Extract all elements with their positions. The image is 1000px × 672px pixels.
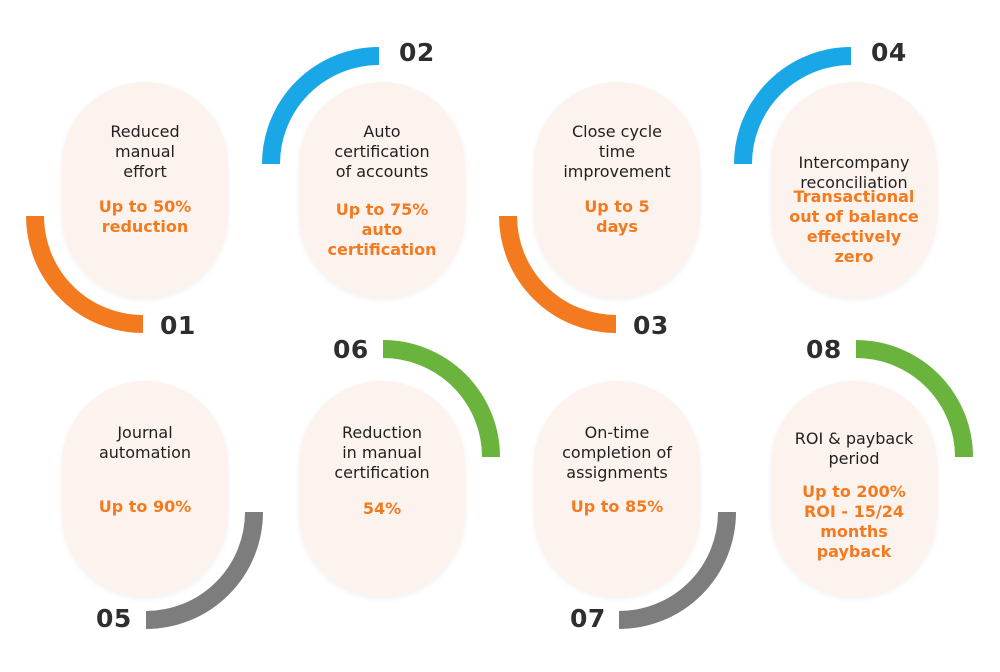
- card-value: Up to 75% auto certification: [327, 200, 437, 259]
- arc-08: [855, 340, 973, 458]
- card-value: Up to 90%: [98, 497, 192, 516]
- card-title: Intercompany reconciliation: [798, 153, 910, 192]
- card-title: Close cycle time improvement: [563, 122, 671, 181]
- card-07: On-time completion of assignments Up to …: [534, 381, 700, 597]
- arc-04: [734, 47, 852, 165]
- card-04: Intercompany reconciliation Transactiona…: [771, 82, 937, 298]
- card-08: ROI & payback period Up to 200% ROI - 15…: [771, 381, 937, 597]
- card-title: Journal automation: [98, 423, 192, 462]
- card-title: On-time completion of assignments: [562, 423, 672, 482]
- card-06: Reduction in manual certification 54%: [299, 381, 465, 597]
- card-value: Transactional out of balance effectively…: [789, 187, 919, 266]
- card-03: Close cycle time improvement Up to 5 day…: [534, 82, 700, 298]
- step-number: 06: [333, 335, 369, 364]
- card-value: Up to 200% ROI - 15/24 months payback: [802, 482, 906, 561]
- step-number: 07: [570, 604, 606, 633]
- arc-06: [382, 340, 500, 458]
- step-number: 01: [160, 311, 196, 340]
- card-01: Reduced manual effort Up to 50% reductio…: [62, 82, 228, 298]
- card-title: Reduced manual effort: [110, 122, 180, 181]
- card-value: 54%: [362, 499, 402, 518]
- arc-01: [26, 215, 144, 333]
- card-02: Auto certification of accounts Up to 75%…: [299, 82, 465, 298]
- card-title: ROI & payback period: [794, 429, 914, 468]
- card-value: Up to 50% reduction: [98, 197, 192, 236]
- card-value: Up to 85%: [570, 497, 664, 516]
- card-value: Up to 5 days: [584, 197, 650, 236]
- step-number: 03: [633, 311, 669, 340]
- arc-02: [262, 47, 380, 165]
- arc-07: [618, 511, 736, 629]
- step-number: 05: [96, 604, 132, 633]
- arc-03: [499, 215, 617, 333]
- card-title: Reduction in manual certification: [334, 423, 430, 482]
- arc-05: [145, 511, 263, 629]
- card-title: Auto certification of accounts: [334, 122, 430, 181]
- step-number: 04: [871, 38, 907, 67]
- card-05: Journal automation Up to 90%: [62, 381, 228, 597]
- step-number: 02: [399, 38, 435, 67]
- step-number: 08: [806, 335, 842, 364]
